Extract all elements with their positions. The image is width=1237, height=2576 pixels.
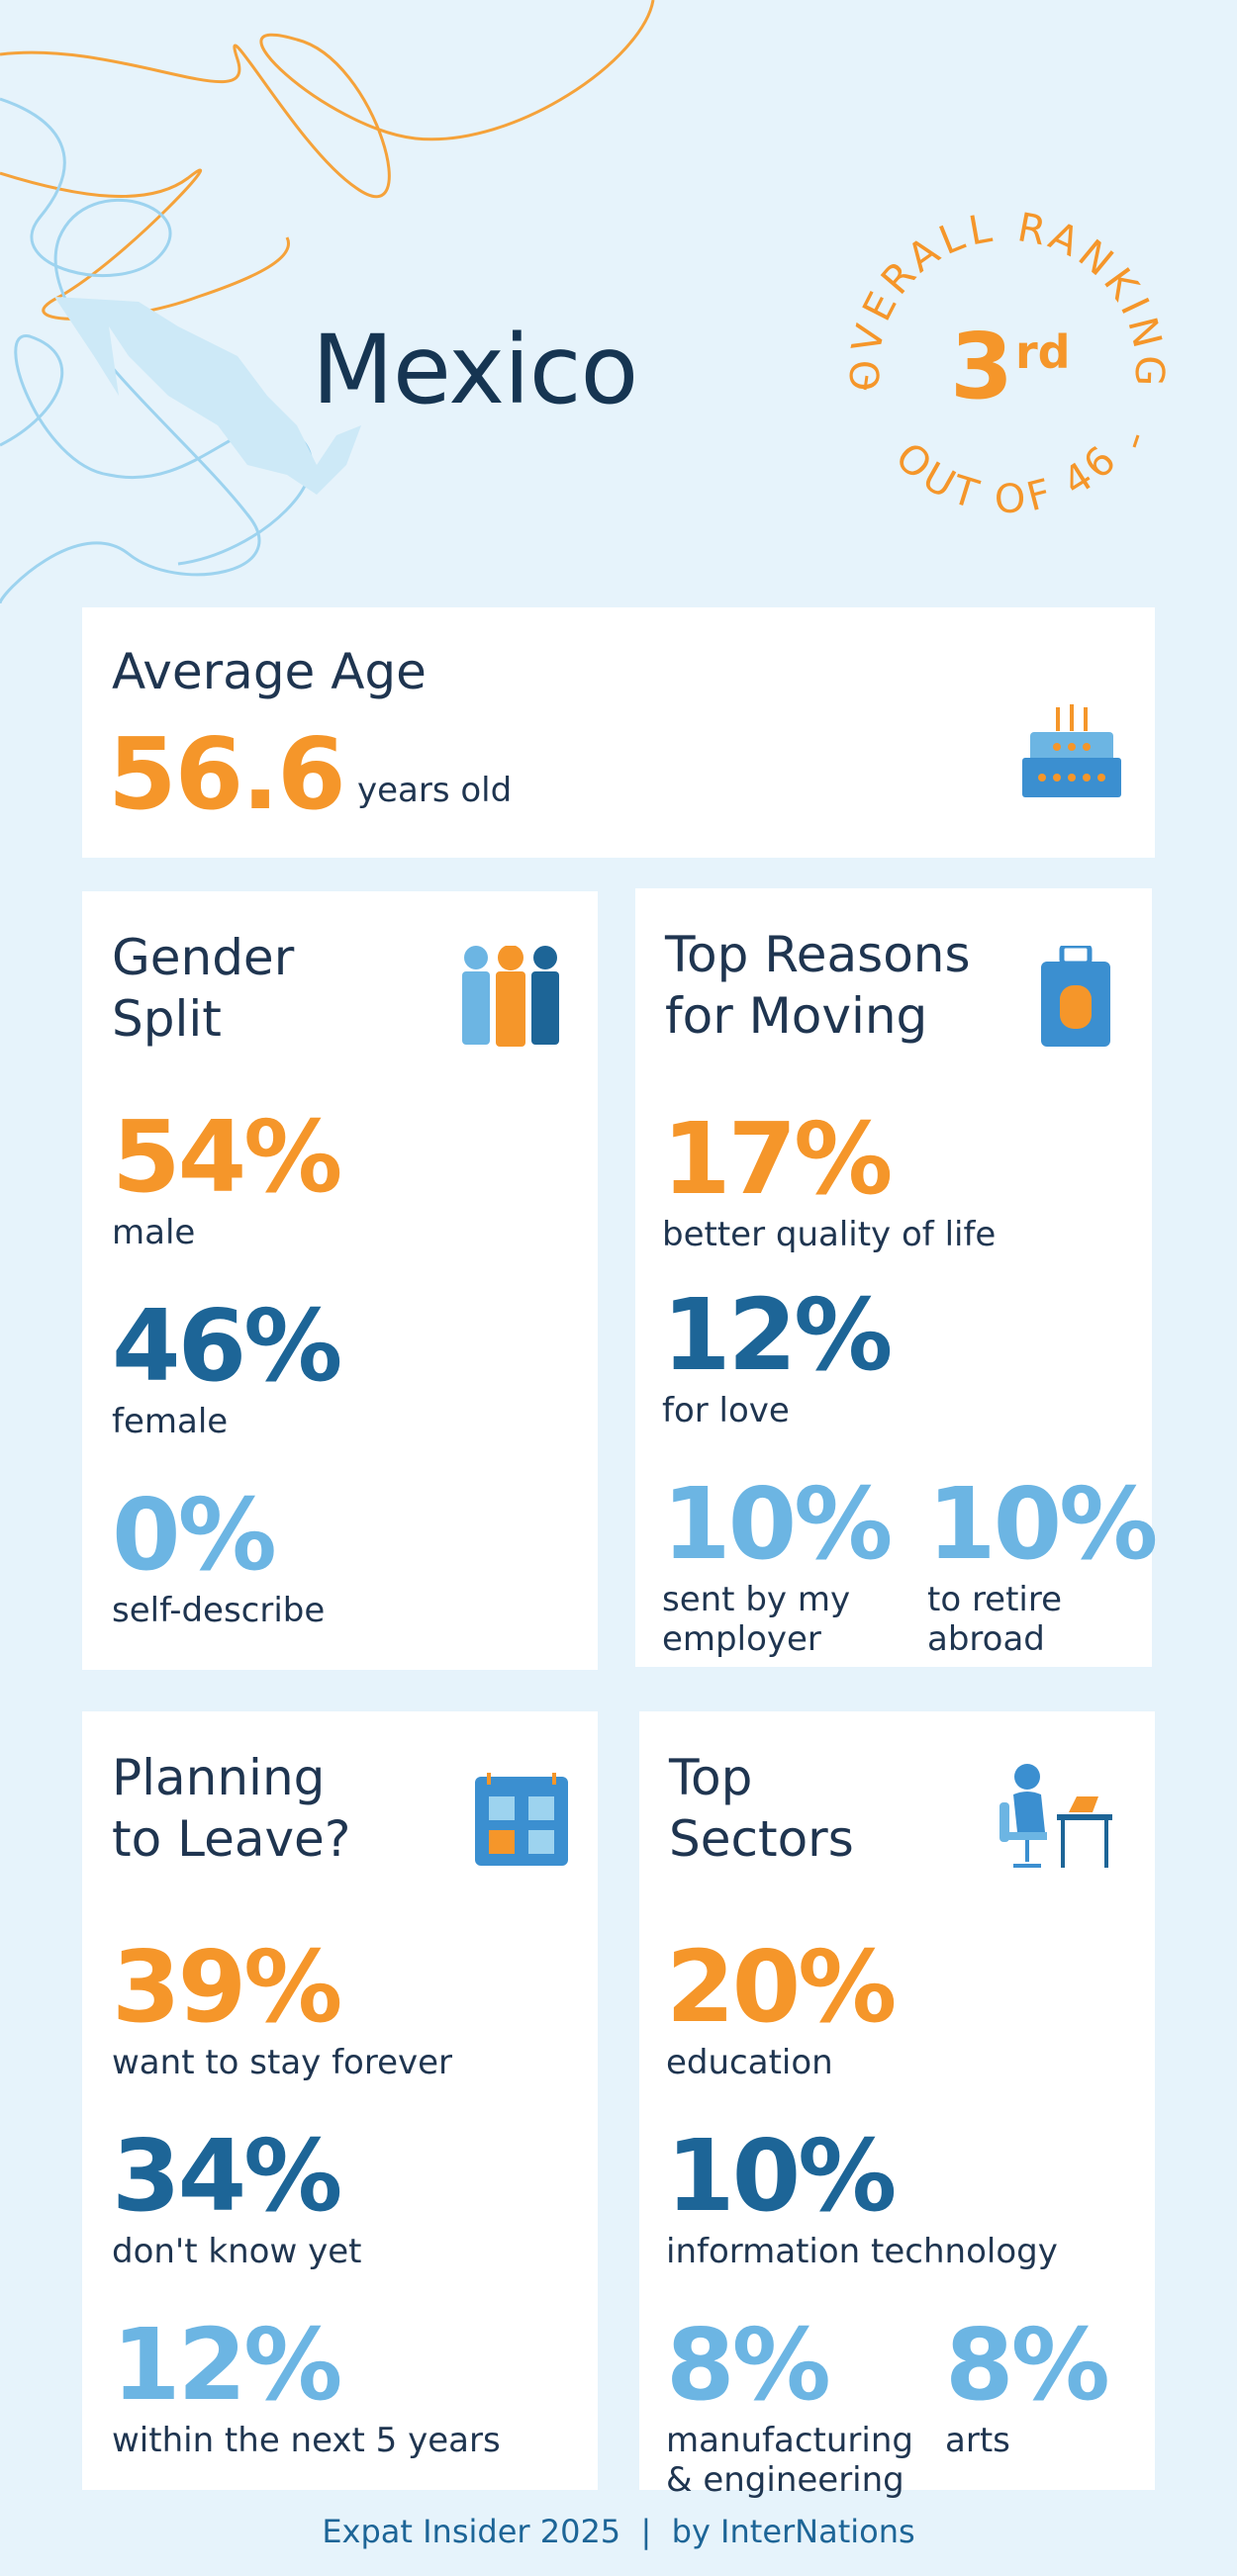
stat: 39% want to stay forever bbox=[112, 1929, 453, 2083]
stat-label: to retire abroad bbox=[927, 1580, 1063, 1659]
stat: 34% don't know yet bbox=[112, 2118, 362, 2272]
people-icon bbox=[462, 946, 559, 1047]
squiggle bbox=[0, 168, 290, 321]
country-title: Mexico bbox=[312, 315, 638, 425]
stat-label: don't know yet bbox=[112, 2232, 362, 2271]
stat-label: female bbox=[112, 1402, 229, 1441]
dash bbox=[863, 375, 869, 391]
stat: 10% information technology bbox=[666, 2118, 1141, 2272]
stat-value: 12% bbox=[662, 1277, 893, 1393]
stat-label: self-describe bbox=[112, 1591, 326, 1630]
stat-label: education bbox=[666, 2043, 833, 2082]
stat-label: male bbox=[112, 1213, 196, 1252]
footer: Expat Insider 2025 | by InterNations bbox=[322, 2513, 915, 2550]
gender-split-card: Gender Split 54% male 46% female 0% self-desc… bbox=[82, 891, 598, 1670]
top-sectors-card: Top Sectors 20% education 10% information t… bbox=[639, 1711, 1155, 2500]
stat-value: 34% bbox=[112, 2118, 342, 2234]
stat-value: 0% bbox=[112, 1477, 277, 1593]
planning-card: Planning to Leave? 39% want to stay forev… bbox=[82, 1711, 598, 2490]
stat: 0% self-describe bbox=[112, 1477, 326, 1631]
card-title: Top Reasons for Moving bbox=[665, 926, 971, 1045]
card-title: Average Age bbox=[112, 643, 427, 700]
ranking-suffix: rd bbox=[1015, 325, 1071, 379]
stat: 12% for love bbox=[662, 1277, 1137, 1431]
stat-value: 10% bbox=[927, 1466, 1158, 1582]
card-title: Gender Split bbox=[112, 929, 295, 1048]
stat: 46% female bbox=[112, 1288, 342, 1442]
stat: 8% manufacturing & engineering bbox=[666, 2307, 933, 2501]
stat-label: arts bbox=[945, 2421, 1010, 2460]
stat-label: within the next 5 years bbox=[112, 2421, 501, 2460]
squiggle bbox=[0, 0, 655, 199]
stat-value: 54% bbox=[112, 1099, 342, 1215]
stat: 54% male bbox=[112, 1099, 342, 1253]
decoration bbox=[0, 0, 655, 604]
stat-label: better quality of life bbox=[662, 1215, 997, 1254]
ranking-rank: 3 bbox=[950, 314, 1013, 419]
stat-value: 17% bbox=[662, 1101, 893, 1217]
stat-value: 8% bbox=[666, 2307, 831, 2423]
stat: 10% to retire abroad bbox=[927, 1466, 1158, 1660]
top-reasons-card: Top Reasons for Moving 17% better quality… bbox=[635, 888, 1158, 1667]
stat-label: manufacturing & engineering bbox=[666, 2421, 913, 2500]
cake-icon bbox=[1022, 704, 1121, 797]
luggage-icon bbox=[1041, 946, 1110, 1047]
stat-label: sent by my employer bbox=[662, 1580, 851, 1659]
stat-value: 39% bbox=[112, 1929, 342, 2045]
worker-icon bbox=[999, 1764, 1112, 1868]
average-age-value: 56.6 bbox=[108, 716, 346, 832]
stat-label: information technology bbox=[666, 2232, 1058, 2271]
stat: 12% within the next 5 years bbox=[112, 2307, 501, 2461]
squiggle bbox=[0, 97, 261, 604]
card-title: Top Sectors bbox=[669, 1749, 854, 1868]
ranking-out-of-path: OUT OF 46 bbox=[887, 434, 1124, 523]
stat-value: 12% bbox=[112, 2307, 342, 2423]
card-title: Planning to Leave? bbox=[112, 1749, 351, 1868]
stat-label: want to stay forever bbox=[112, 2043, 453, 2082]
average-age-unit: years old bbox=[357, 771, 513, 810]
stat: 10% sent by my employer bbox=[662, 1466, 900, 1660]
stat: 8% arts bbox=[945, 2307, 1143, 2461]
ranking-out-of: OUT OF 46 bbox=[887, 434, 1129, 523]
average-age-card: Average Age 56.6 years old bbox=[82, 607, 1155, 858]
map-shape bbox=[54, 297, 361, 495]
stat-value: 20% bbox=[666, 1929, 897, 2045]
stat-value: 10% bbox=[662, 1466, 893, 1582]
ranking-badge: OVERALL RANKING OUT OF 46 3 rd bbox=[843, 205, 1168, 523]
dash bbox=[1132, 434, 1140, 448]
stat-label: for love bbox=[662, 1391, 790, 1430]
stat-value: 46% bbox=[112, 1288, 342, 1404]
stat: 17% better quality of life bbox=[662, 1101, 1137, 1255]
stat: 20% education bbox=[666, 1929, 1141, 2083]
stat-value: 8% bbox=[945, 2307, 1110, 2423]
calendar-icon bbox=[475, 1773, 568, 1866]
stat-value: 10% bbox=[666, 2118, 897, 2234]
